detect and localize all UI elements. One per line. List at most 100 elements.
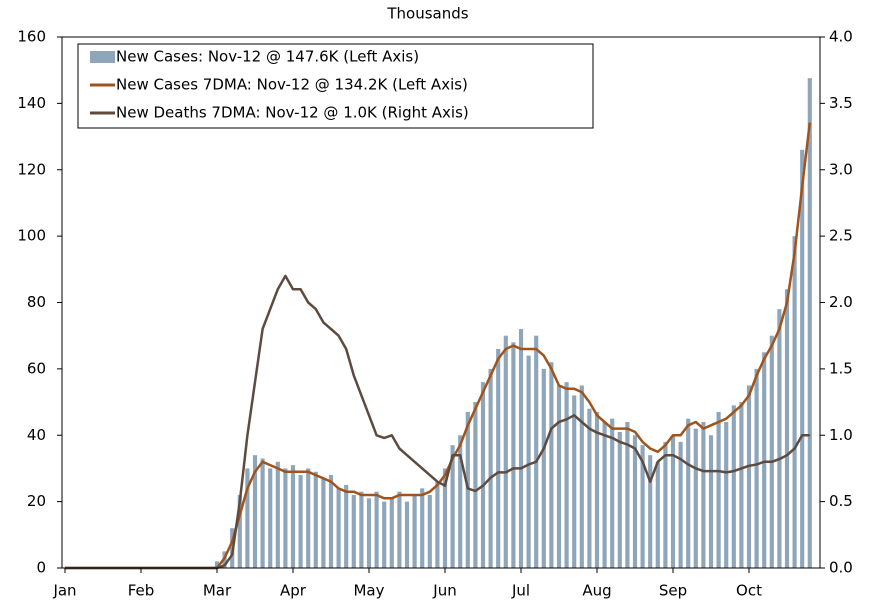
x-tick-label: May [353,582,384,600]
bar [610,418,615,568]
bar [237,494,242,568]
bar [412,494,417,568]
bar [359,491,364,568]
x-tick-label: Aug [582,582,611,600]
y-tick-label: 100 [17,227,46,245]
y-tick-label: 140 [17,94,46,112]
bar [792,236,797,568]
y-tick-label: 0 [36,559,46,577]
bar [465,412,470,568]
bar [245,468,250,568]
chart-title: Thousands [386,5,468,23]
bar [716,412,721,568]
bars [214,78,812,568]
y-tick-label: 120 [17,160,46,178]
bar [336,488,341,568]
bar [648,455,653,568]
bar [252,455,258,568]
bar [632,435,638,568]
legend: New Cases: Nov-12 @ 147.6K (Left Axis) Ne… [77,43,594,129]
bar [306,468,311,568]
bar [701,421,706,568]
y-tick-label: 20 [27,492,46,510]
bar [442,468,448,568]
bar [404,501,410,568]
legend-label: New Cases 7DMA: Nov-12 @ 134.2K (Left Ax… [116,76,468,94]
bar [655,461,660,568]
bar [594,412,600,568]
legend-box [77,43,594,129]
bar [511,342,516,568]
bar [298,475,303,568]
bar [572,395,577,568]
y-tick-label: 80 [27,293,46,311]
y2-tick-label: 1.0 [829,426,853,444]
bar [290,465,296,568]
x-tick-label: Sep [659,582,687,600]
y2-tick-label: 2.0 [829,293,853,311]
bar [617,431,622,568]
bar [283,468,288,568]
x-tick-label: Jan [52,582,76,600]
bar [731,405,736,568]
bar [686,418,691,568]
bar [670,435,676,568]
y2-tick-label: 3.0 [829,160,853,178]
bar [397,491,402,568]
x-tick-label: Jul [511,582,530,600]
bar [366,498,372,568]
bar [708,435,714,568]
bar [526,355,531,568]
bar [556,385,562,568]
y-tick-label: 60 [27,359,46,377]
x-tick-label: Jun [432,582,456,600]
bar [800,149,805,568]
bar [693,428,698,568]
bar [518,329,524,568]
bar [260,458,265,568]
bar [344,485,349,568]
bar [328,475,334,568]
bar [503,335,508,568]
bar [374,491,379,568]
bar [389,498,394,568]
bar [769,335,774,568]
bar [807,78,812,568]
bar [275,461,280,568]
bar [427,494,432,568]
x-tick-label: Mar [203,582,232,600]
y2-tick-label: 2.5 [829,227,853,245]
bar [473,402,478,568]
bar [534,335,539,568]
x-tick-label: Oct [736,582,762,600]
bar [663,441,668,568]
bar [640,445,645,568]
bar [754,368,759,568]
bar [268,468,273,568]
bar [541,368,546,568]
bar [480,382,486,568]
bar [724,421,729,568]
bar [579,385,584,568]
bar [488,368,493,568]
bar [313,471,318,568]
bar [564,382,569,568]
bar [549,362,554,568]
y-tick-label: 160 [17,28,46,46]
bar [382,501,387,568]
x-tick-label: Apr [280,582,307,600]
legend-label: New Deaths 7DMA: Nov-12 @ 1.0K (Right Ax… [116,104,469,122]
legend-swatch [90,51,115,63]
bar [587,408,592,568]
legend-label: New Cases: Nov-12 @ 147.6K (Left Axis) [116,48,419,66]
x-tick-label: Feb [128,582,155,600]
bar [777,309,782,568]
y2-tick-label: 4.0 [829,28,853,46]
bar [678,441,683,568]
bar [321,478,326,568]
bar [214,561,220,568]
bar [746,385,752,568]
bar [420,488,425,568]
bar [450,445,455,568]
bar [602,421,607,568]
